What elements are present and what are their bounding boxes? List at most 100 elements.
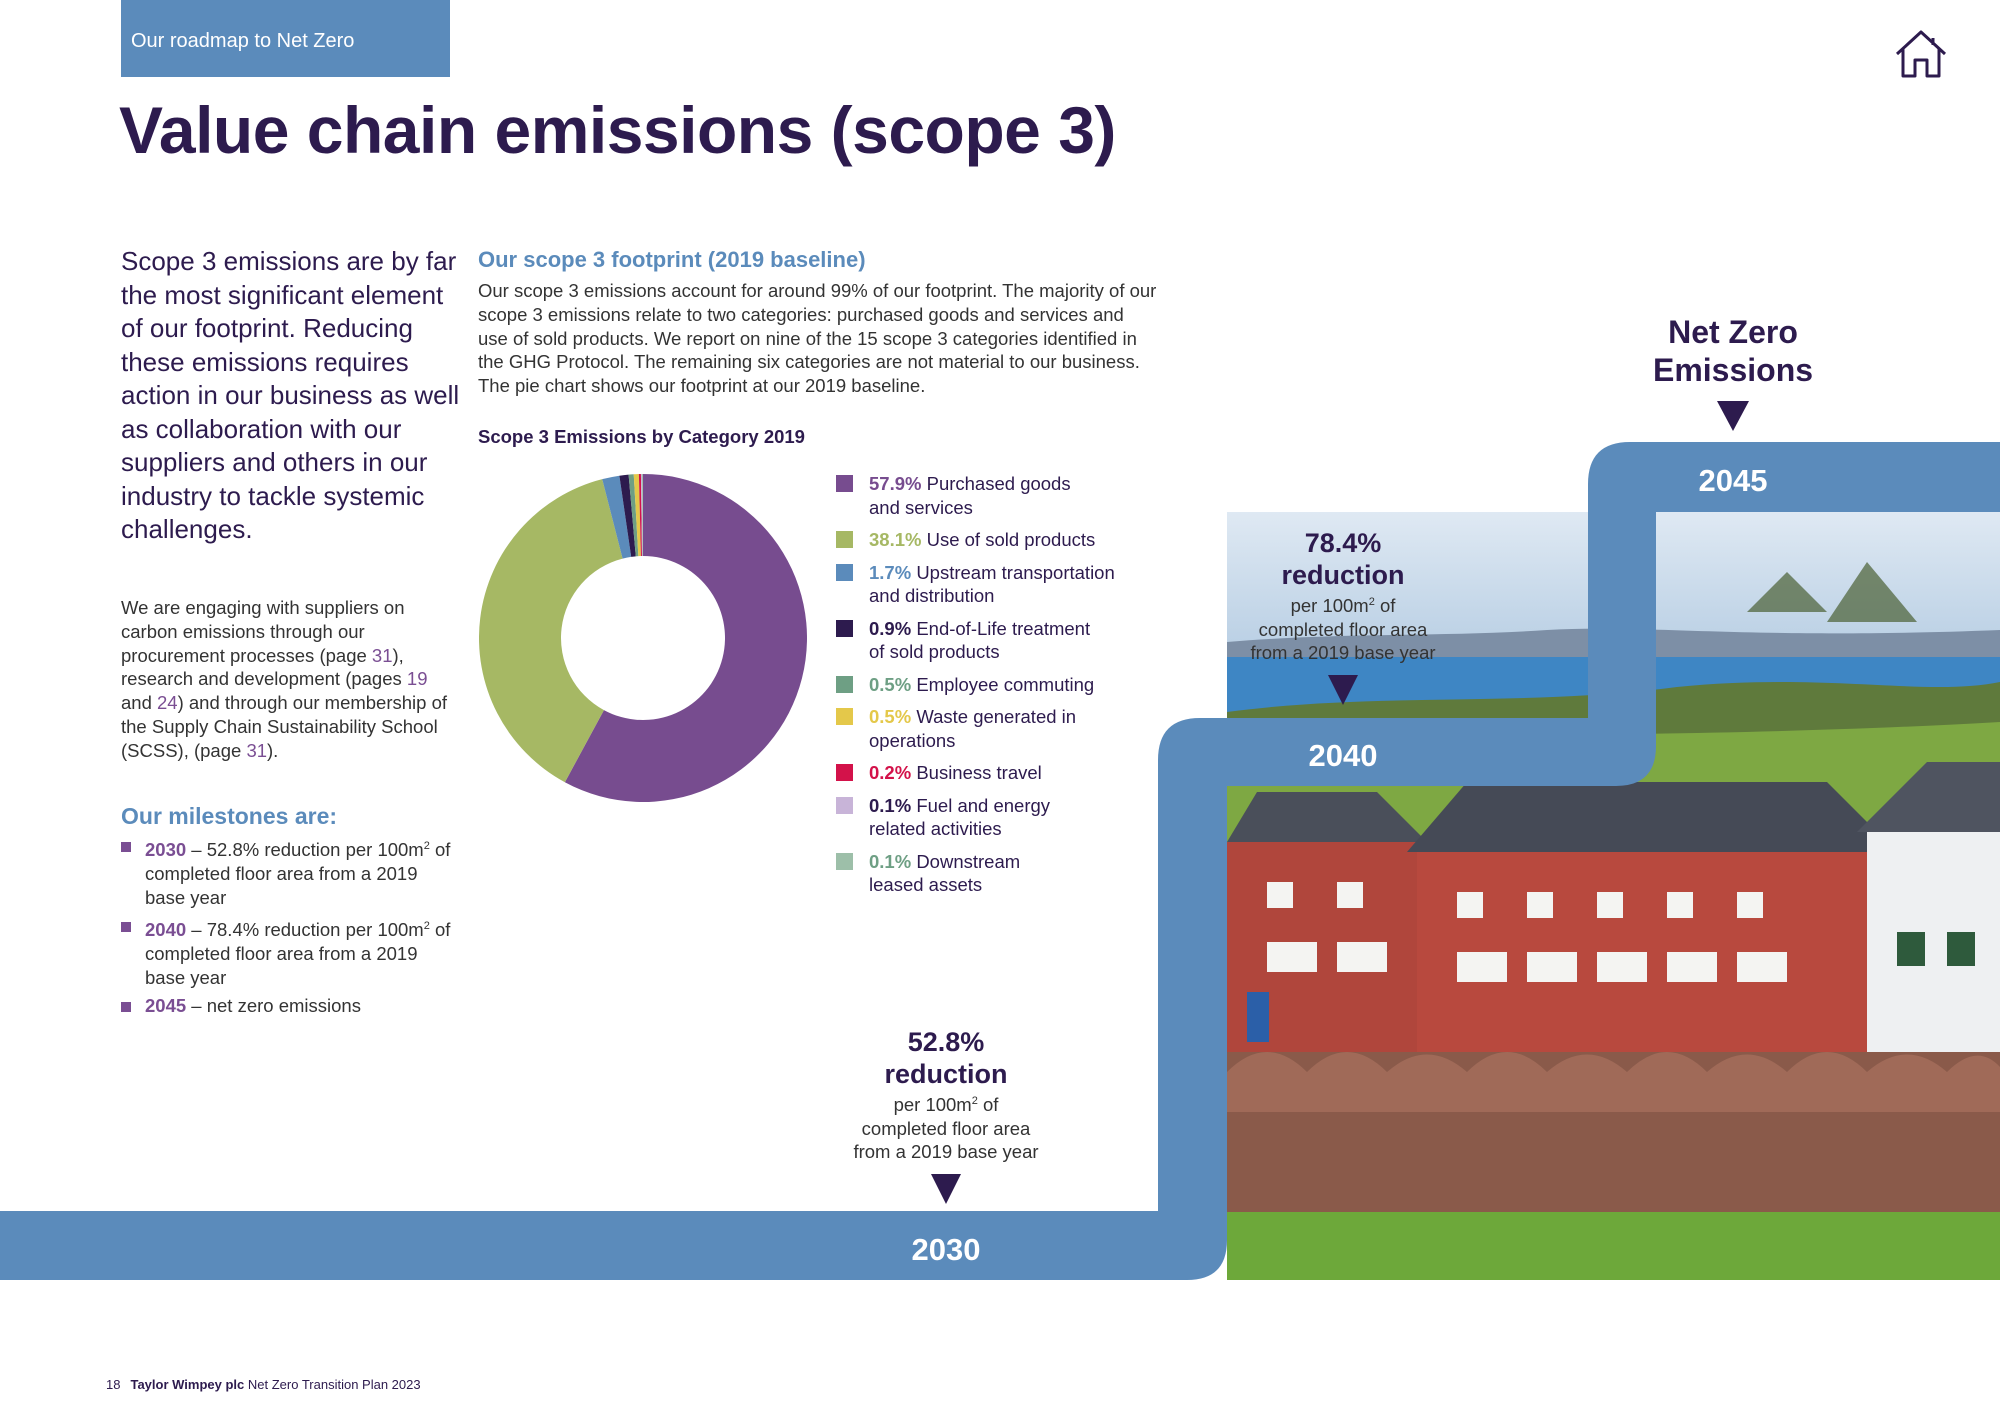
callout-reduction: reduction (884, 1059, 1008, 1089)
legend-label: Use of sold products (926, 529, 1096, 550)
milestone-text: of completed floor area from a 2019 base… (145, 839, 451, 909)
callout-detail: per 100m2 of (826, 1090, 1066, 1117)
arrow-down-icon (931, 1173, 961, 1204)
legend-item: 38.1% Use of sold products (836, 528, 1166, 552)
donut-slice-6 (638, 474, 642, 557)
donut-slice-8 (641, 474, 643, 557)
legend-percent: 0.1% (869, 794, 912, 816)
page-link-19[interactable]: 19 (406, 668, 428, 690)
milestone-text: – 78.4% reduction per 100m (186, 919, 424, 941)
legend-percent: 38.1% (869, 529, 922, 550)
section-tab[interactable]: Our roadmap to Net Zero (121, 0, 450, 77)
year-2040: 2040 (1308, 738, 1378, 773)
legend-swatch (836, 675, 853, 693)
callout-detail: completed floor area (1258, 618, 1428, 640)
milestone-text: – 52.8% reduction per 100m (186, 839, 424, 861)
intro-text: and (121, 692, 158, 714)
legend-label: Downstream (916, 850, 1021, 872)
year-2045: 2045 (1698, 463, 1768, 498)
intro-text: ), research and development (pages (121, 644, 407, 690)
page-title: Value chain emissions (scope 3) (119, 93, 1116, 167)
donut-slice-2 (602, 475, 632, 559)
legend-label: and distribution (869, 585, 995, 606)
section-tab-label: Our roadmap to Net Zero (131, 30, 355, 52)
chart-title: Scope 3 Emissions by Category 2019 (478, 426, 805, 447)
legend-percent: 0.1% (869, 850, 912, 872)
legend-percent: 0.2% (869, 762, 912, 783)
company-name: Taylor Wimpey plc (130, 1377, 245, 1392)
callout-2040: 78.4% reduction per 100m2 of completed f… (1223, 527, 1463, 705)
milestone-list: 2030 – 52.8% reduction per 100m2 of comp… (121, 834, 461, 1022)
callout-detail: completed floor area (861, 1117, 1031, 1139)
home-icon[interactable] (1893, 28, 1949, 80)
page-number: 18 (106, 1377, 121, 1392)
callout-text: per 100m (1290, 595, 1369, 617)
callout-reduction: reduction (1281, 560, 1405, 590)
milestone-text: – net zero emissions (186, 995, 361, 1017)
arrow-down-icon (1717, 401, 1749, 431)
legend-item: 57.9% Purchased goods and services (836, 472, 1166, 519)
intro-lead: Scope 3 emissions are by far the most si… (121, 246, 460, 544)
legend-label: Waste generated in (916, 706, 1077, 727)
page-link-31[interactable]: 31 (371, 644, 393, 666)
milestone-text: of completed floor area from a 2019 base… (145, 919, 451, 989)
legend-label: Upstream transportation (916, 561, 1115, 583)
donut-slice-0 (564, 474, 807, 802)
donut-slice-5 (633, 474, 641, 557)
document-name: Net Zero Transition Plan 2023 (244, 1377, 421, 1392)
legend-swatch (836, 619, 853, 637)
legend-swatch (836, 764, 853, 781)
donut-chart (479, 474, 807, 802)
intro-text: ) and through our membership of the Supp… (121, 692, 448, 761)
legend-swatch (836, 852, 853, 870)
net-zero-line2: Emissions (1652, 352, 1814, 388)
legend-label: Purchased goods (926, 473, 1071, 494)
page-link-31b[interactable]: 31 (246, 739, 268, 761)
chart-legend: 57.9% Purchased goods and services 38.1% … (836, 472, 1166, 906)
callout-detail: from a 2019 base year (1250, 642, 1436, 664)
intro-text: We are engaging with suppliers on carbon… (121, 597, 405, 666)
legend-percent: 57.9% (869, 473, 922, 494)
milestone-item: 2040 – 78.4% reduction per 100m2 of comp… (121, 914, 461, 990)
footprint-body: Our scope 3 emissions account for around… (478, 280, 1157, 397)
callout-text: of (977, 1094, 999, 1116)
legend-label: Business travel (916, 762, 1042, 783)
legend-swatch (836, 475, 853, 492)
callout-text: of (1374, 595, 1396, 617)
legend-item: 0.1% Downstream leased assets (836, 850, 1166, 897)
milestone-item: 2045 – net zero emissions (121, 994, 461, 1018)
footer: 18 Taylor Wimpey plc Net Zero Transition … (106, 1377, 421, 1392)
houses (1227, 762, 2000, 1092)
milestone-item: 2030 – 52.8% reduction per 100m2 of comp… (121, 834, 461, 910)
legend-item: 0.1% Fuel and energy related activities (836, 794, 1166, 841)
legend-label: Employee commuting (916, 673, 1095, 695)
callout-2030: 52.8% reduction per 100m2 of completed f… (826, 1026, 1066, 1204)
milestone-year: 2045 (145, 995, 187, 1017)
page-link-24[interactable]: 24 (157, 692, 178, 714)
callout-detail: from a 2019 base year (853, 1141, 1039, 1163)
donut-slice-3 (619, 474, 636, 557)
legend-item: 0.5% Employee commuting (836, 673, 1166, 697)
legend-percent: 0.5% (869, 706, 912, 727)
legend-swatch (836, 796, 853, 814)
year-2030: 2030 (911, 1232, 981, 1267)
legend-label: leased assets (869, 874, 983, 895)
arrow-down-icon (1328, 674, 1358, 705)
intro-body: We are engaging with suppliers on carbon… (121, 596, 461, 763)
footprint-heading: Our scope 3 footprint (2019 baseline) (478, 247, 866, 272)
superscript: 2 (1368, 596, 1375, 608)
legend-percent: 1.7% (869, 561, 912, 583)
callout-percent: 52.8% (907, 1027, 985, 1057)
legend-item: 0.2% Business travel (836, 761, 1166, 785)
milestone-year: 2040 (145, 919, 187, 941)
callout-2045: Net Zero Emissions (1593, 313, 1873, 431)
intro-text: ). (267, 739, 279, 761)
legend-item: 0.5% Waste generated in operations (836, 705, 1166, 752)
callout-detail: per 100m2 of (1223, 591, 1463, 618)
legend-label: and services (869, 496, 973, 518)
legend-percent: 0.5% (869, 673, 912, 695)
legend-label: related activities (869, 818, 1002, 839)
legend-item: 0.9% End-of-Life treatment of sold produc… (836, 617, 1166, 664)
legend-label: Fuel and energy (916, 794, 1051, 816)
milestones-heading: Our milestones are: (121, 803, 338, 829)
